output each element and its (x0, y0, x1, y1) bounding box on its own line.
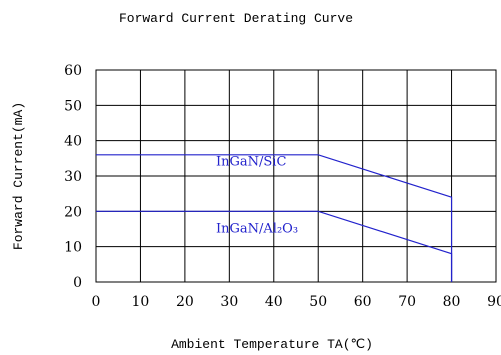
series-labels: InGaN/SiC InGaN/Al₂O₃ (216, 154, 298, 236)
x-tick-label: 90 (487, 294, 501, 310)
y-axis-label: Forward Current(mA) (11, 102, 26, 250)
x-tick-label: 80 (443, 294, 461, 310)
y-tick-label: 40 (64, 134, 82, 150)
series-line-1 (96, 210, 453, 282)
x-tick-label: 0 (92, 294, 101, 310)
series-label-1: InGaN/Al₂O₃ (216, 222, 298, 237)
x-tick-label: 20 (176, 294, 194, 310)
y-tick-label: 10 (64, 240, 82, 256)
x-tick-label: 70 (398, 294, 416, 310)
chart-title: Forward Current Derating Curve (119, 11, 353, 26)
y-tick-label: 30 (64, 169, 82, 185)
plot-frame (95, 69, 497, 283)
x-tick-label: 30 (220, 294, 238, 310)
y-tick-label: 50 (64, 98, 82, 114)
y-tick-label: 0 (73, 275, 82, 291)
grid (95, 69, 497, 283)
series-label-0: InGaN/SiC (216, 154, 286, 169)
x-tick-label: 10 (132, 294, 150, 310)
y-tick-label: 20 (64, 204, 82, 220)
x-tick-label: 50 (309, 294, 327, 310)
x-tick-label: 60 (354, 294, 372, 310)
series-line-0 (96, 154, 453, 282)
y-tick-label: 60 (64, 63, 82, 79)
x-axis-label: Ambient Temperature TA(℃) (171, 337, 373, 352)
tick-labels: 0 10 20 30 40 50 60 0 10 20 30 40 50 60 70 80 90 (64, 63, 501, 310)
x-tick-label: 40 (265, 294, 283, 310)
series-lines (96, 154, 453, 282)
